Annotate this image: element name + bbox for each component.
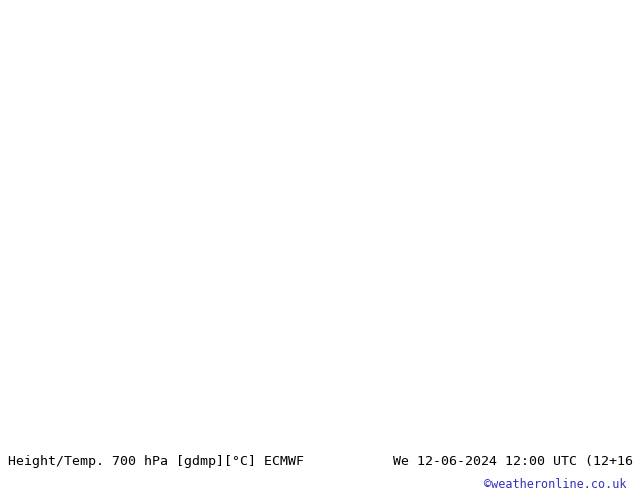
Text: Height/Temp. 700 hPa [gdmp][°C] ECMWF: Height/Temp. 700 hPa [gdmp][°C] ECMWF (8, 455, 304, 467)
Text: ©weatheronline.co.uk: ©weatheronline.co.uk (484, 478, 626, 490)
Text: We 12-06-2024 12:00 UTC (12+168): We 12-06-2024 12:00 UTC (12+168) (393, 455, 634, 467)
